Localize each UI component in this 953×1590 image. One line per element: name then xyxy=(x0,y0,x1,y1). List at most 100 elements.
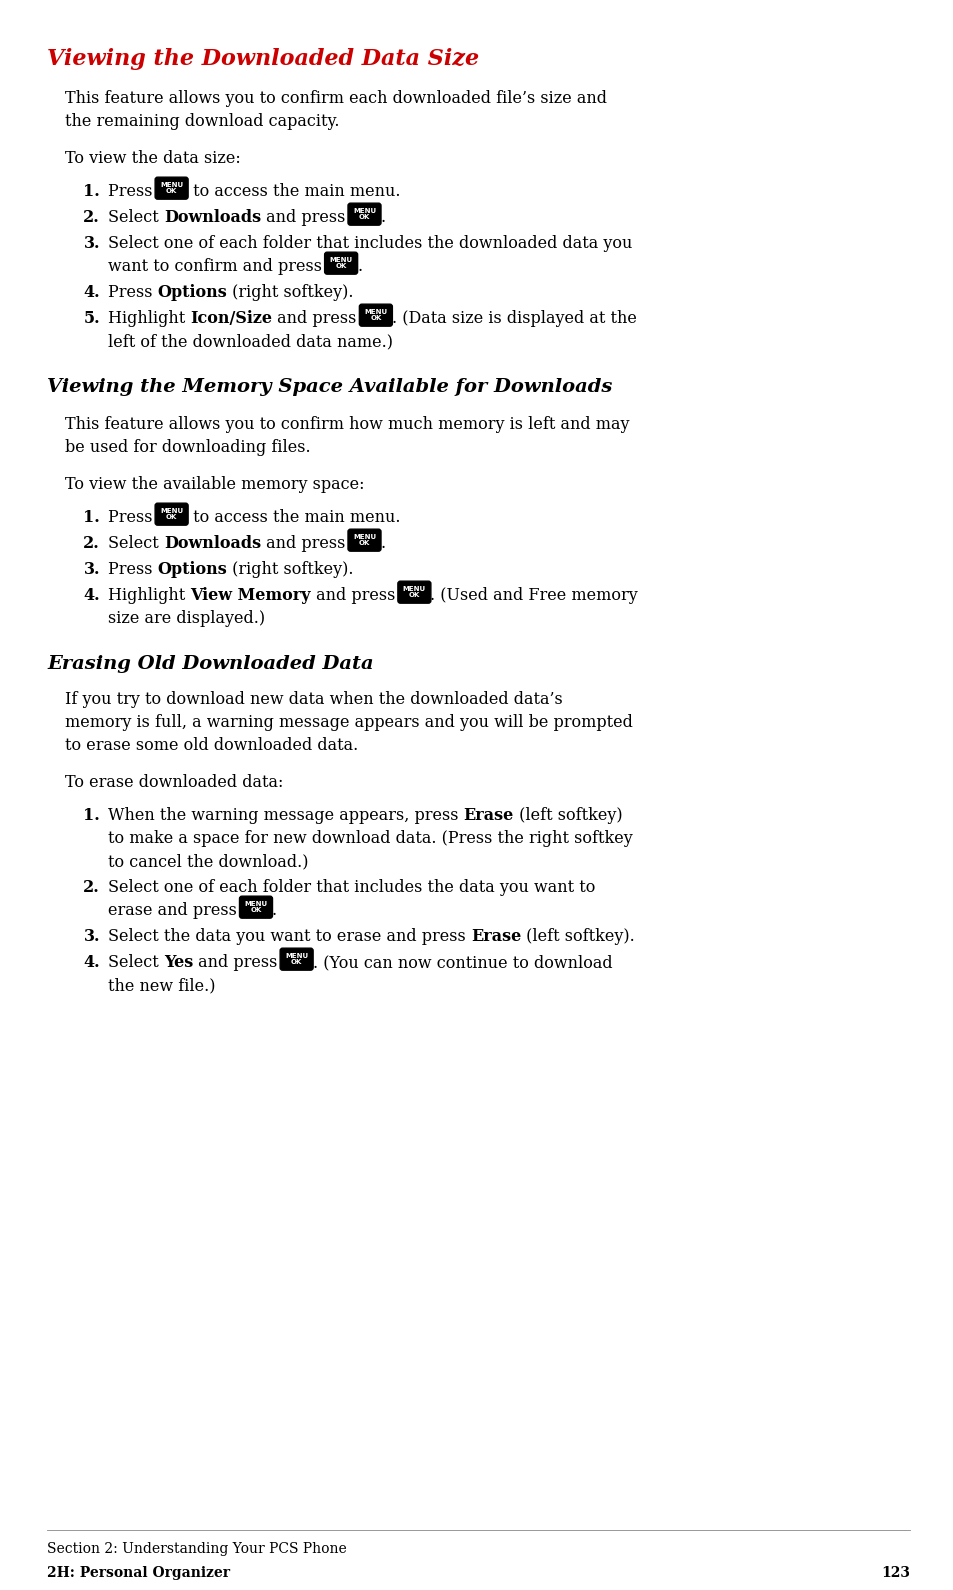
Text: 4.: 4. xyxy=(83,285,100,301)
Text: To erase downloaded data:: To erase downloaded data: xyxy=(65,774,283,790)
Text: Select: Select xyxy=(108,208,164,226)
Text: .: . xyxy=(380,208,385,226)
Text: and press: and press xyxy=(311,587,400,604)
Text: MENU: MENU xyxy=(160,507,183,514)
Text: MENU: MENU xyxy=(364,308,387,315)
Text: If you try to download new data when the downloaded data’s: If you try to download new data when the… xyxy=(65,692,562,708)
Text: OK: OK xyxy=(291,959,302,965)
Text: 4.: 4. xyxy=(83,954,100,971)
Text: .: . xyxy=(272,902,276,919)
Text: to access the main menu.: to access the main menu. xyxy=(188,183,399,200)
Text: Erase: Erase xyxy=(463,808,514,824)
Text: left of the downloaded data name.): left of the downloaded data name.) xyxy=(108,332,393,350)
Text: (left softkey).: (left softkey). xyxy=(520,929,634,944)
Text: 1.: 1. xyxy=(83,183,100,200)
Text: Select one of each folder that includes the downloaded data you: Select one of each folder that includes … xyxy=(108,235,632,251)
Text: 3.: 3. xyxy=(84,561,100,579)
FancyBboxPatch shape xyxy=(348,529,380,552)
Text: and press: and press xyxy=(273,310,361,328)
Text: Press: Press xyxy=(108,561,157,579)
Text: 1.: 1. xyxy=(83,509,100,526)
Text: 2.: 2. xyxy=(83,208,100,226)
Text: OK: OK xyxy=(250,908,261,913)
Text: OK: OK xyxy=(408,593,419,598)
FancyBboxPatch shape xyxy=(280,948,313,970)
Text: 123: 123 xyxy=(880,1566,909,1580)
Text: size are displayed.): size are displayed.) xyxy=(108,611,265,626)
Text: MENU: MENU xyxy=(353,534,375,541)
Text: MENU: MENU xyxy=(244,902,267,906)
Text: .: . xyxy=(356,258,362,275)
Text: This feature allows you to confirm each downloaded file’s size and: This feature allows you to confirm each … xyxy=(65,91,606,107)
Text: MENU: MENU xyxy=(353,208,375,215)
Text: OK: OK xyxy=(358,215,370,221)
Text: Select: Select xyxy=(108,534,164,552)
Text: This feature allows you to confirm how much memory is left and may: This feature allows you to confirm how m… xyxy=(65,417,629,432)
FancyBboxPatch shape xyxy=(324,253,357,273)
Text: Highlight: Highlight xyxy=(108,310,191,328)
Text: erase and press: erase and press xyxy=(108,902,242,919)
FancyBboxPatch shape xyxy=(359,304,392,326)
Text: Select the data you want to erase and press: Select the data you want to erase and pr… xyxy=(108,929,471,944)
Text: be used for downloading files.: be used for downloading files. xyxy=(65,439,311,456)
Text: Downloads: Downloads xyxy=(164,534,261,552)
Text: To view the available memory space:: To view the available memory space: xyxy=(65,475,364,493)
Text: MENU: MENU xyxy=(285,952,308,959)
Text: and press: and press xyxy=(261,208,350,226)
FancyBboxPatch shape xyxy=(155,176,188,199)
Text: 2.: 2. xyxy=(83,879,100,897)
Text: To view the data size:: To view the data size: xyxy=(65,149,240,167)
Text: MENU: MENU xyxy=(329,258,353,262)
FancyBboxPatch shape xyxy=(348,204,380,226)
Text: . (Used and Free memory: . (Used and Free memory xyxy=(430,587,638,604)
Text: to erase some old downloaded data.: to erase some old downloaded data. xyxy=(65,738,358,754)
Text: memory is full, a warning message appears and you will be prompted: memory is full, a warning message appear… xyxy=(65,714,632,731)
Text: Select one of each folder that includes the data you want to: Select one of each folder that includes … xyxy=(108,879,595,897)
Text: to make a space for new download data. (Press the right softkey: to make a space for new download data. (… xyxy=(108,830,632,847)
Text: Section 2: Understanding Your PCS Phone: Section 2: Understanding Your PCS Phone xyxy=(47,1542,346,1557)
Text: OK: OK xyxy=(370,315,381,321)
Text: Options: Options xyxy=(157,285,227,301)
Text: Press: Press xyxy=(108,509,157,526)
Text: Viewing the Downloaded Data Size: Viewing the Downloaded Data Size xyxy=(47,48,478,70)
Text: Icon/Size: Icon/Size xyxy=(191,310,273,328)
Text: (right softkey).: (right softkey). xyxy=(227,285,354,301)
Text: 2H: Personal Organizer: 2H: Personal Organizer xyxy=(47,1566,230,1580)
Text: (left softkey): (left softkey) xyxy=(514,808,622,824)
Text: Erasing Old Downloaded Data: Erasing Old Downloaded Data xyxy=(47,655,374,673)
Text: Options: Options xyxy=(157,561,227,579)
Text: Erase: Erase xyxy=(471,929,520,944)
Text: the new file.): the new file.) xyxy=(108,976,215,994)
Text: OK: OK xyxy=(358,541,370,547)
Text: the remaining download capacity.: the remaining download capacity. xyxy=(65,113,339,130)
Text: (right softkey).: (right softkey). xyxy=(227,561,354,579)
Text: OK: OK xyxy=(166,515,177,520)
Text: Highlight: Highlight xyxy=(108,587,191,604)
Text: MENU: MENU xyxy=(160,181,183,188)
Text: to access the main menu.: to access the main menu. xyxy=(188,509,399,526)
Text: Yes: Yes xyxy=(164,954,193,971)
Text: Viewing the Memory Space Available for Downloads: Viewing the Memory Space Available for D… xyxy=(47,378,612,396)
Text: 3.: 3. xyxy=(84,929,100,944)
Text: 5.: 5. xyxy=(83,310,100,328)
Text: When the warning message appears, press: When the warning message appears, press xyxy=(108,808,463,824)
Text: . (Data size is displayed at the: . (Data size is displayed at the xyxy=(392,310,636,328)
Text: to cancel the download.): to cancel the download.) xyxy=(108,852,308,870)
Text: 2.: 2. xyxy=(83,534,100,552)
Text: Press: Press xyxy=(108,183,157,200)
Text: 3.: 3. xyxy=(84,235,100,251)
Text: .: . xyxy=(380,534,385,552)
Text: View Memory: View Memory xyxy=(191,587,311,604)
Text: OK: OK xyxy=(166,188,177,194)
FancyBboxPatch shape xyxy=(155,502,188,525)
Text: Select: Select xyxy=(108,954,164,971)
Text: OK: OK xyxy=(335,264,347,269)
Text: 4.: 4. xyxy=(83,587,100,604)
Text: Press: Press xyxy=(108,285,157,301)
Text: and press: and press xyxy=(261,534,350,552)
FancyBboxPatch shape xyxy=(397,582,431,603)
Text: MENU: MENU xyxy=(402,587,425,591)
Text: and press: and press xyxy=(193,954,282,971)
FancyBboxPatch shape xyxy=(239,897,273,917)
Text: . (You can now continue to download: . (You can now continue to download xyxy=(313,954,612,971)
